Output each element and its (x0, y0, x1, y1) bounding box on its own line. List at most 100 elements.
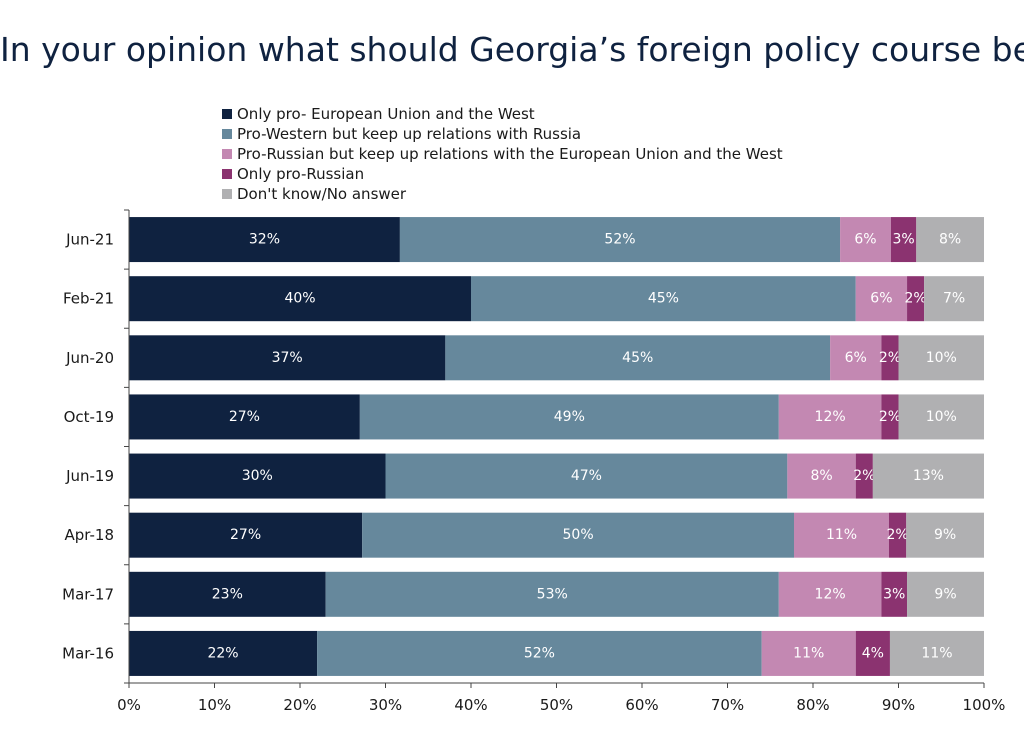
data-label: 10% (926, 350, 957, 366)
data-label: 53% (537, 586, 568, 602)
category-label: Feb-21 (63, 290, 114, 308)
category-label: Apr-18 (65, 526, 115, 544)
bar-segment (906, 512, 984, 558)
data-label: 50% (563, 527, 594, 543)
data-label: 52% (524, 645, 555, 661)
bar-segment (317, 630, 762, 676)
bar-segment (359, 394, 779, 440)
data-label: 27% (230, 527, 261, 543)
data-label: 13% (913, 468, 944, 484)
category-label: Jun-21 (65, 231, 114, 249)
bar-segment (889, 630, 984, 676)
bar-segment (855, 276, 908, 322)
category-label: Mar-16 (62, 644, 114, 662)
data-label: 3% (883, 586, 905, 602)
bar-segment (830, 335, 882, 381)
bar-segment (840, 217, 891, 263)
legend-swatch (222, 149, 232, 159)
data-label: 10% (926, 409, 957, 425)
legend-item: Pro-Western but keep up relations with R… (222, 124, 783, 144)
data-label: 6% (854, 232, 876, 248)
bar-segment (399, 217, 841, 263)
x-tick-label: 50% (540, 696, 573, 714)
data-label: 9% (934, 527, 956, 543)
x-tick-label: 70% (711, 696, 744, 714)
data-label: 27% (229, 409, 260, 425)
bar-segment (872, 453, 984, 499)
bar-segment (385, 453, 788, 499)
data-label: 22% (207, 645, 238, 661)
bar-segment (855, 630, 890, 676)
bar-segment (129, 335, 446, 381)
category-label: Jun-20 (65, 349, 114, 367)
x-tick-label: 10% (198, 696, 231, 714)
data-label: 11% (921, 645, 952, 661)
data-label: 11% (826, 527, 857, 543)
data-label: 52% (604, 232, 635, 248)
bar-segment (881, 571, 908, 617)
data-label: 7% (943, 291, 965, 307)
x-tick-label: 100% (963, 696, 1006, 714)
bar-segment (362, 512, 794, 558)
bar-segment (129, 394, 360, 440)
x-tick-label: 30% (369, 696, 402, 714)
bar-segment (129, 512, 363, 558)
bar-segment (778, 394, 882, 440)
legend-swatch (222, 129, 232, 139)
legend-label: Only pro-Russian (237, 165, 365, 183)
data-label: 11% (793, 645, 824, 661)
data-label: 49% (554, 409, 585, 425)
data-label: 2% (853, 468, 875, 484)
data-label: 6% (845, 350, 867, 366)
legend-swatch (222, 189, 232, 199)
bar-segment (898, 394, 984, 440)
bar-segment (778, 571, 882, 617)
category-label: Mar-17 (62, 585, 114, 603)
bar-segment (787, 453, 856, 499)
category-label: Oct-19 (64, 408, 114, 426)
legend-item: Only pro-Russian (222, 164, 783, 184)
data-label: 2% (904, 291, 926, 307)
bar-segment (889, 512, 907, 558)
data-label: 2% (887, 527, 909, 543)
bar-segment (898, 335, 984, 381)
bar-segment (129, 630, 318, 676)
category-label: Jun-19 (65, 467, 114, 485)
legend-swatch (222, 109, 232, 119)
legend-label: Only pro- European Union and the West (237, 105, 535, 123)
data-label: 4% (862, 645, 884, 661)
data-label: 30% (242, 468, 273, 484)
bar-segment (129, 453, 386, 499)
x-tick-label: 20% (283, 696, 316, 714)
x-tick-label: 60% (625, 696, 658, 714)
data-label: 23% (212, 586, 243, 602)
data-label: 45% (622, 350, 653, 366)
data-label: 12% (815, 409, 846, 425)
bar-segment (129, 276, 471, 322)
bar-segment (129, 217, 400, 263)
bar-segment (325, 571, 779, 617)
bar-segment (761, 630, 856, 676)
bar-segment (924, 276, 984, 322)
x-tick-label: 0% (117, 696, 141, 714)
bar-segment (855, 453, 873, 499)
x-tick-label: 40% (454, 696, 487, 714)
data-label: 45% (648, 291, 679, 307)
data-label: 47% (571, 468, 602, 484)
legend-label: Pro-Russian but keep up relations with t… (237, 145, 783, 163)
data-label: 37% (272, 350, 303, 366)
bar-segment (881, 335, 899, 381)
data-label: 12% (815, 586, 846, 602)
chart-title: In your opinion what should Georgia’s fo… (0, 30, 1024, 69)
data-label: 3% (892, 232, 914, 248)
legend: Only pro- European Union and the West Pr… (222, 104, 783, 204)
legend-label: Pro-Western but keep up relations with R… (237, 125, 582, 143)
legend-swatch (222, 169, 232, 179)
x-tick-label: 90% (882, 696, 915, 714)
data-label: 2% (879, 409, 901, 425)
bar-segment (890, 217, 917, 263)
bar-segment (445, 335, 831, 381)
bar-segment (881, 394, 899, 440)
bar-segment (794, 512, 889, 558)
